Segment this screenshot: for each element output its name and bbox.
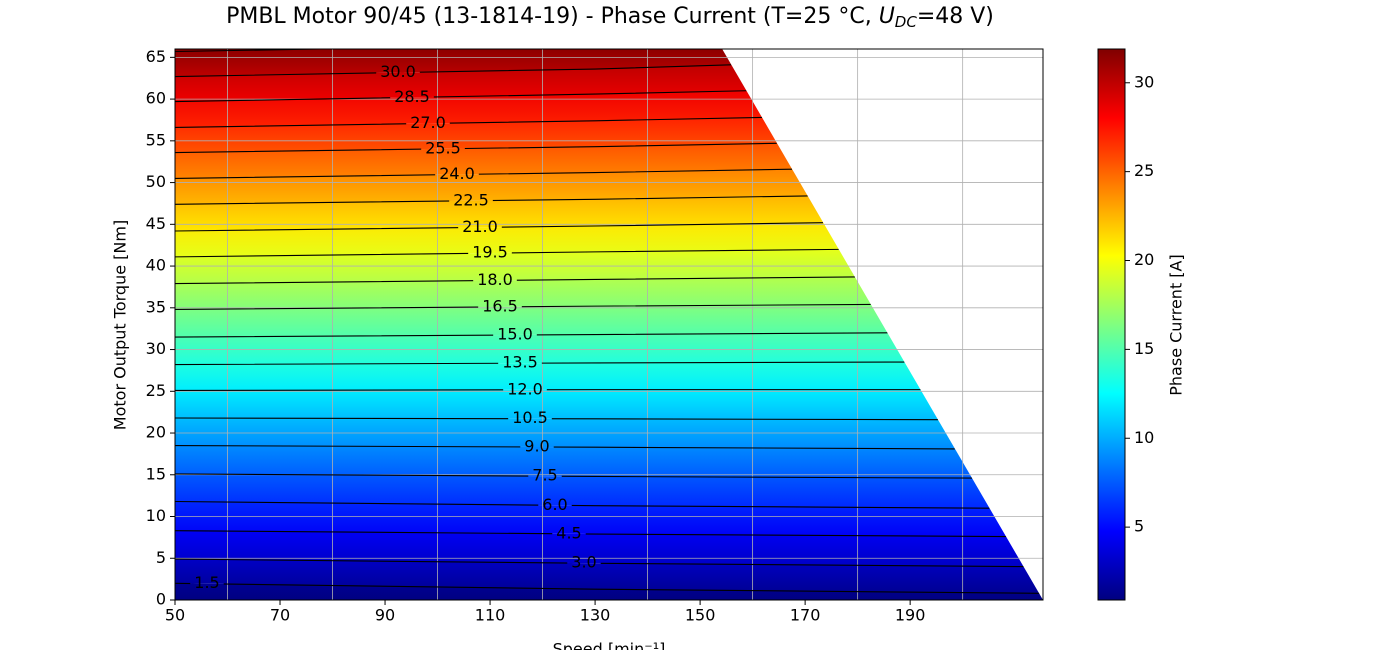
color-band bbox=[175, 473, 1043, 509]
y-tick-label: 5 bbox=[156, 548, 166, 567]
x-tick-label: 50 bbox=[165, 606, 185, 625]
color-band bbox=[175, 530, 1043, 567]
y-tick-label: 60 bbox=[146, 89, 166, 108]
contour-label: 27.0 bbox=[410, 113, 446, 132]
contour-lines bbox=[175, 49, 1040, 594]
contour-line bbox=[175, 248, 839, 258]
colorbar bbox=[1097, 48, 1126, 601]
contour-line bbox=[175, 222, 823, 232]
y-tick-label: 65 bbox=[146, 47, 166, 66]
contour-label: 12.0 bbox=[507, 379, 543, 398]
colorbar-tick-label: 5 bbox=[1134, 517, 1144, 536]
color-band bbox=[175, 583, 1043, 600]
contour-line bbox=[175, 389, 921, 392]
contour-label: 21.0 bbox=[462, 217, 498, 236]
field bbox=[175, 49, 1043, 600]
x-tick-label: 190 bbox=[895, 606, 926, 625]
contour-label: 16.5 bbox=[482, 296, 518, 315]
contour-line bbox=[175, 558, 1024, 568]
contour-line bbox=[175, 142, 777, 154]
y-tick-label: 0 bbox=[156, 590, 166, 609]
color-band bbox=[175, 501, 1043, 537]
color-band bbox=[175, 559, 1043, 594]
color-band bbox=[175, 304, 1043, 338]
colorbar-tick-label: 15 bbox=[1134, 339, 1154, 358]
chart-title: PMBL Motor 90/45 (13-1814-19) - Phase Cu… bbox=[226, 4, 994, 31]
contour-label: 3.0 bbox=[571, 553, 596, 572]
contour-line bbox=[175, 276, 856, 285]
y-tick-label: 50 bbox=[146, 172, 166, 191]
x-tick-label: 130 bbox=[580, 606, 611, 625]
y-tick-label: 55 bbox=[146, 130, 166, 149]
color-band bbox=[175, 276, 1043, 310]
color-band bbox=[175, 222, 1043, 257]
contour-line bbox=[175, 445, 955, 450]
contour-line bbox=[175, 168, 793, 179]
contour-label: 22.5 bbox=[453, 190, 489, 209]
contour-line bbox=[175, 303, 871, 311]
contour-label: 28.5 bbox=[394, 87, 430, 106]
y-tick-label: 25 bbox=[146, 381, 166, 400]
color-band bbox=[175, 418, 1043, 449]
contour-label: 4.5 bbox=[556, 523, 581, 542]
y-tick-label: 15 bbox=[146, 464, 166, 483]
contour-label: 13.5 bbox=[502, 353, 538, 372]
y-tick-label: 45 bbox=[146, 214, 166, 233]
contour-label: 10.5 bbox=[512, 408, 548, 427]
colorbar-tick-label: 20 bbox=[1134, 250, 1154, 269]
contour-line bbox=[175, 90, 747, 103]
y-tick-label: 20 bbox=[146, 423, 166, 442]
contour-label: 25.5 bbox=[425, 138, 461, 157]
plot-frame bbox=[174, 48, 1044, 601]
contour-label: 24.0 bbox=[439, 164, 475, 183]
contour-line bbox=[175, 473, 973, 479]
title-symbol: U bbox=[879, 4, 895, 29]
contour-line bbox=[175, 116, 763, 129]
color-band bbox=[175, 332, 1043, 365]
contour-line bbox=[175, 64, 732, 78]
title-text: PMBL Motor 90/45 (13-1814-19) - Phase Cu… bbox=[226, 4, 879, 29]
y-axis-label: Motor Output Torque [Nm] bbox=[111, 220, 130, 430]
x-axis-label: Speed [min⁻¹] bbox=[553, 640, 666, 651]
color-band bbox=[175, 249, 1043, 284]
color-band bbox=[175, 389, 1043, 420]
plot-area: 1.5 3.0 4.5 6.0 7.5 9.0 10.5 12.0 13.5 15.0 16.5 18… bbox=[174, 48, 1044, 601]
y-tick-label: 40 bbox=[146, 256, 166, 275]
contour-label: 9.0 bbox=[524, 436, 549, 455]
color-band bbox=[175, 445, 1043, 479]
contour-label: 30.0 bbox=[380, 62, 416, 81]
colorbar-tick-label: 30 bbox=[1134, 72, 1154, 91]
y-tick-label: 10 bbox=[146, 506, 166, 525]
y-tick-label: 35 bbox=[146, 297, 166, 316]
contour-label: 1.5 bbox=[194, 573, 219, 592]
colorbar-label: Phase Current [A] bbox=[1167, 254, 1186, 395]
contour-line bbox=[175, 417, 938, 421]
contour-label: 6.0 bbox=[542, 495, 567, 514]
x-tick-label: 150 bbox=[685, 606, 716, 625]
contour-labels: 1.5 3.0 4.5 6.0 7.5 9.0 10.5 12.0 13.5 15.0 16.5 18… bbox=[194, 62, 596, 592]
x-tick-label: 90 bbox=[375, 606, 395, 625]
contour-line bbox=[175, 530, 1007, 538]
contour-line bbox=[175, 195, 808, 205]
colorbar-tick-label: 25 bbox=[1134, 161, 1154, 180]
contour-label: 15.0 bbox=[497, 324, 533, 343]
x-tick-label: 70 bbox=[270, 606, 290, 625]
contour-line bbox=[175, 361, 905, 366]
color-band bbox=[175, 362, 1043, 391]
contour-label: 7.5 bbox=[532, 466, 557, 485]
contour-line bbox=[175, 582, 1040, 594]
contour-line bbox=[175, 332, 888, 338]
contour-label: 19.5 bbox=[472, 243, 508, 262]
contour-label: 18.0 bbox=[477, 270, 513, 289]
x-tick-label: 110 bbox=[475, 606, 506, 625]
title-subscript: DC bbox=[895, 13, 918, 31]
title-text: =48 V) bbox=[917, 4, 994, 29]
contour-line bbox=[175, 500, 990, 509]
x-tick-label: 170 bbox=[790, 606, 821, 625]
colorbar-tick-label: 10 bbox=[1134, 428, 1154, 447]
y-tick-label: 30 bbox=[146, 339, 166, 358]
